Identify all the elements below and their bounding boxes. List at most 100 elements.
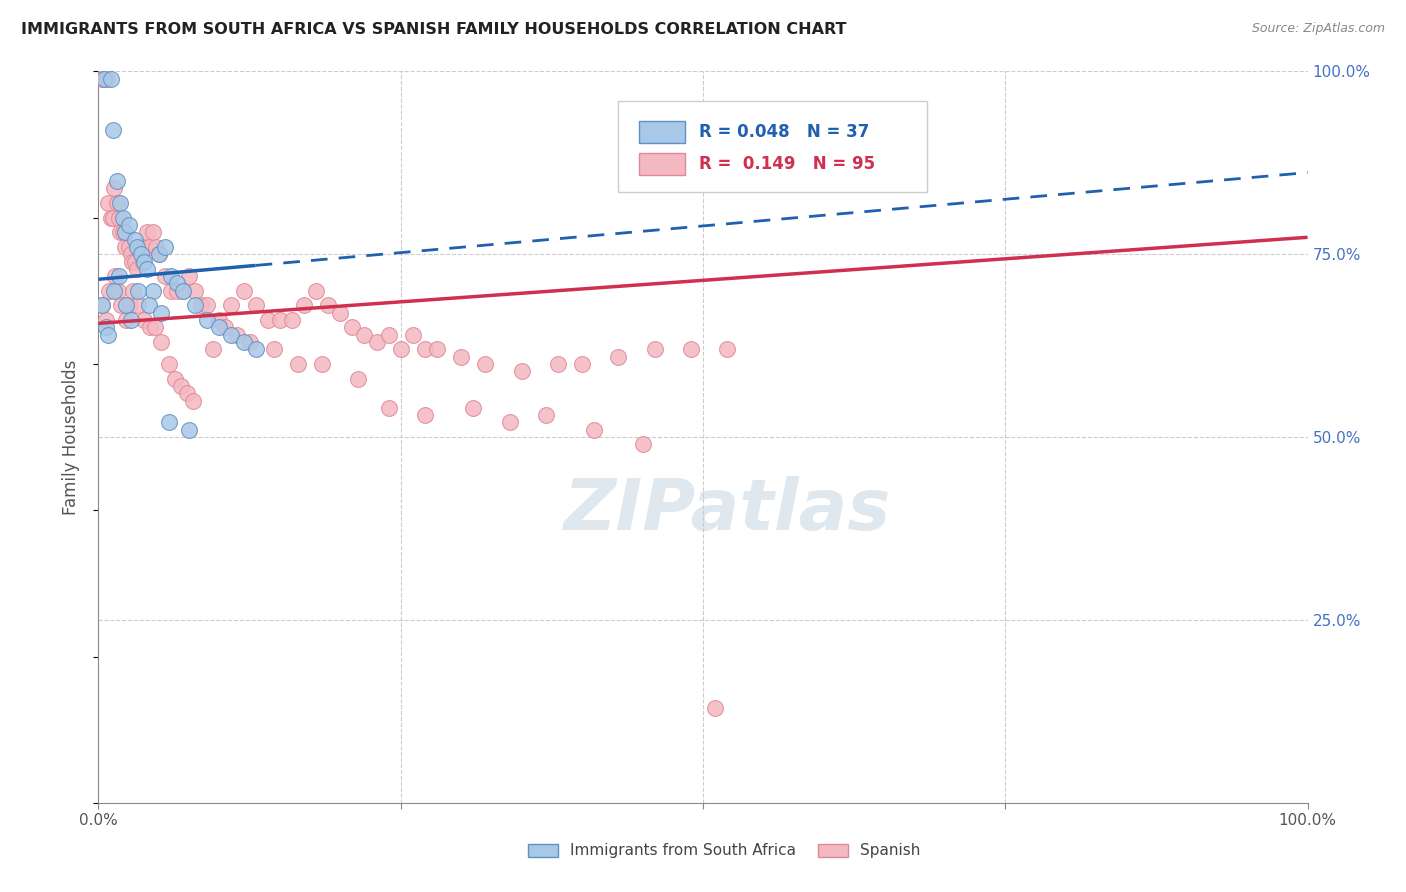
Point — [214, 320, 236, 334]
Point — [208, 320, 231, 334]
Point — [195, 313, 218, 327]
Point — [377, 327, 399, 342]
Text: R =  0.149   N = 95: R = 0.149 N = 95 — [699, 155, 876, 173]
Point — [607, 350, 630, 364]
Text: Source: ZipAtlas.com: Source: ZipAtlas.com — [1251, 22, 1385, 36]
Point — [142, 225, 165, 239]
Point — [176, 386, 198, 401]
Point — [644, 343, 666, 357]
Point — [120, 247, 142, 261]
Point — [127, 284, 149, 298]
Point — [195, 298, 218, 312]
Point — [342, 320, 364, 334]
Point — [184, 284, 207, 298]
Point — [114, 225, 136, 239]
Point — [153, 240, 176, 254]
Point — [172, 284, 194, 298]
Point — [103, 284, 125, 298]
Point — [221, 298, 243, 312]
Point — [104, 269, 127, 284]
Point — [150, 334, 173, 349]
Point — [287, 357, 309, 371]
Point — [91, 298, 114, 312]
Point — [118, 298, 141, 312]
Point — [292, 298, 315, 312]
Point — [115, 313, 138, 327]
Point — [93, 71, 115, 86]
Point — [108, 211, 131, 225]
Point — [135, 225, 157, 239]
Point — [353, 327, 375, 342]
Point — [329, 306, 352, 320]
Point — [226, 327, 249, 342]
Point — [135, 261, 157, 276]
Text: Spanish: Spanish — [860, 843, 921, 858]
Point — [134, 254, 156, 268]
Point — [124, 254, 146, 268]
Point — [534, 408, 557, 422]
Point — [100, 71, 122, 86]
Point — [498, 416, 520, 430]
Point — [311, 357, 333, 371]
Point — [108, 196, 131, 211]
Point — [129, 247, 152, 261]
Point — [111, 225, 134, 239]
Point — [150, 306, 173, 320]
Point — [269, 313, 291, 327]
FancyBboxPatch shape — [638, 153, 685, 175]
Point — [571, 357, 593, 371]
Point — [232, 334, 254, 349]
Point — [704, 700, 727, 714]
Point — [402, 327, 425, 342]
Point — [108, 269, 131, 284]
Point — [316, 298, 339, 312]
Point — [110, 298, 132, 312]
Text: IMMIGRANTS FROM SOUTH AFRICA VS SPANISH FAMILY HOUSEHOLDS CORRELATION CHART: IMMIGRANTS FROM SOUTH AFRICA VS SPANISH … — [21, 22, 846, 37]
FancyBboxPatch shape — [619, 101, 927, 192]
Point — [157, 357, 180, 371]
Point — [172, 284, 194, 298]
Point — [91, 298, 114, 312]
Point — [202, 343, 225, 357]
Point — [94, 320, 117, 334]
Point — [160, 284, 183, 298]
Text: ZIPatlas: ZIPatlas — [564, 475, 891, 545]
Point — [716, 343, 738, 357]
Point — [105, 174, 128, 188]
Point — [474, 357, 496, 371]
Point — [679, 343, 702, 357]
Point — [142, 284, 165, 298]
Point — [184, 298, 207, 312]
Point — [366, 334, 388, 349]
Point — [96, 71, 118, 86]
Point — [413, 408, 436, 422]
Point — [160, 269, 183, 284]
Point — [190, 298, 212, 312]
Point — [631, 437, 654, 451]
Point — [148, 247, 170, 261]
Point — [94, 313, 117, 327]
Point — [129, 240, 152, 254]
Point — [145, 240, 167, 254]
Point — [127, 298, 149, 312]
Point — [153, 269, 176, 284]
Point — [179, 423, 201, 437]
Point — [93, 71, 115, 86]
Point — [100, 211, 122, 225]
Point — [127, 261, 149, 276]
Point — [148, 247, 170, 261]
Point — [450, 350, 472, 364]
Point — [463, 401, 485, 415]
Point — [208, 313, 231, 327]
Point — [111, 211, 134, 225]
Point — [120, 313, 142, 327]
Point — [91, 71, 114, 86]
Point — [426, 343, 449, 357]
Point — [263, 343, 285, 357]
Point — [124, 233, 146, 247]
Point — [169, 379, 191, 393]
Point — [108, 225, 131, 239]
Point — [166, 277, 188, 291]
Point — [114, 240, 136, 254]
Point — [98, 284, 121, 298]
